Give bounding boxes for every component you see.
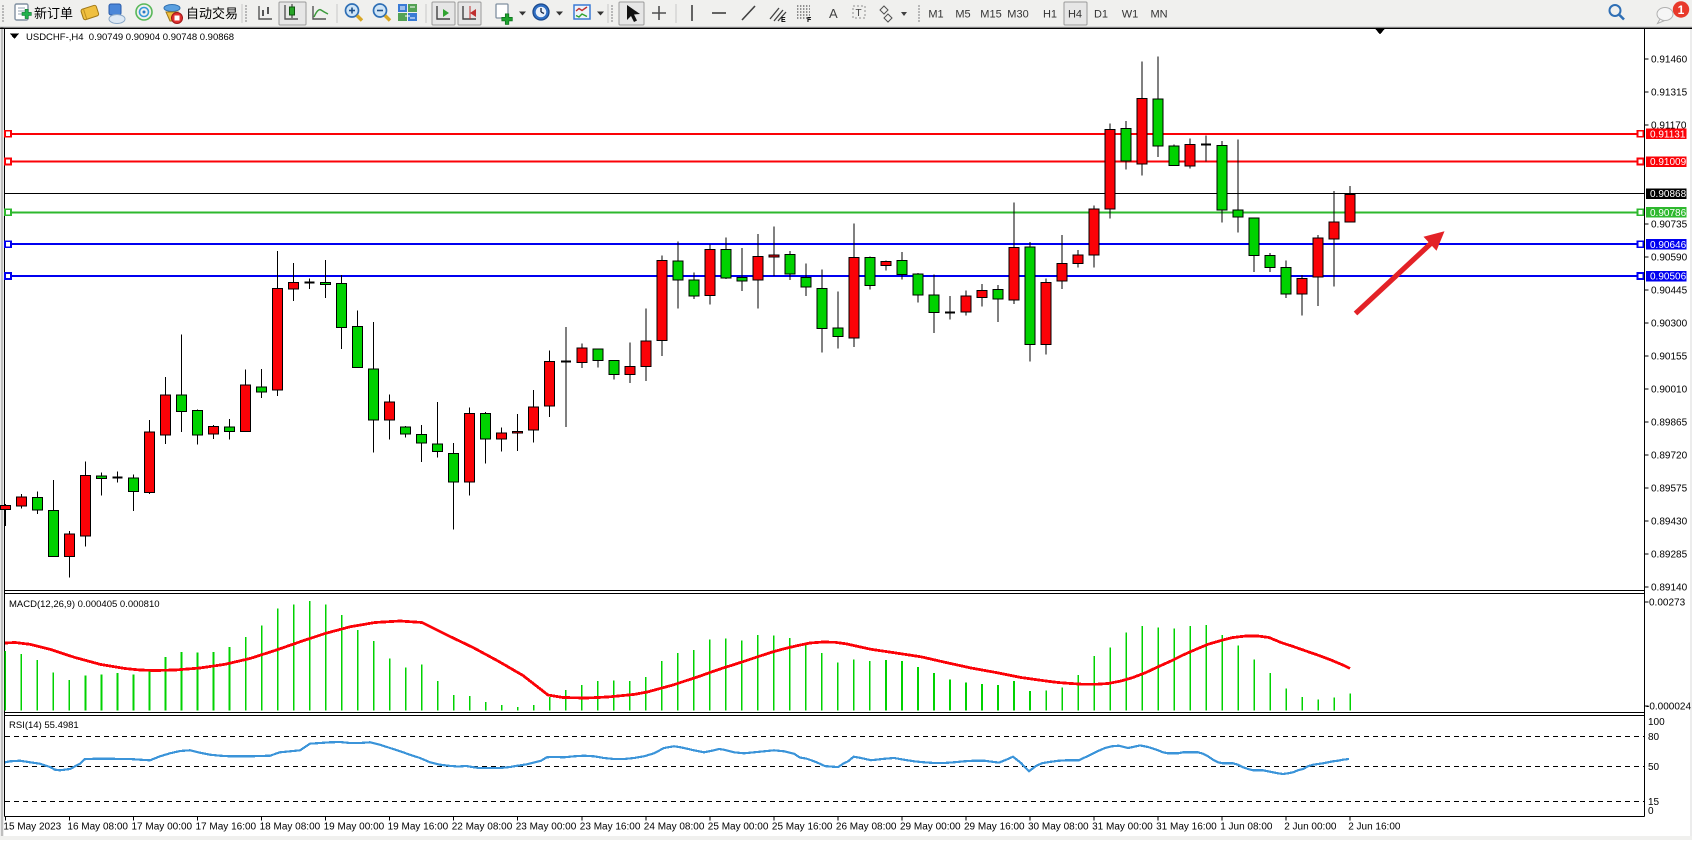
svg-text:25 May 16:00: 25 May 16:00 bbox=[772, 822, 833, 833]
svg-text:M5: M5 bbox=[955, 9, 970, 21]
svg-text:19 May 16:00: 19 May 16:00 bbox=[388, 822, 449, 833]
svg-text:25 May 00:00: 25 May 00:00 bbox=[708, 822, 769, 833]
svg-text:0.89865: 0.89865 bbox=[1651, 417, 1688, 428]
svg-text:0.90646: 0.90646 bbox=[1650, 240, 1687, 251]
svg-text:17 May 16:00: 17 May 16:00 bbox=[196, 822, 257, 833]
svg-text:0.90506: 0.90506 bbox=[1650, 272, 1687, 283]
svg-text:E: E bbox=[781, 17, 786, 24]
svg-text:0.90010: 0.90010 bbox=[1651, 384, 1688, 395]
svg-text:RSI(14) 55.4981: RSI(14) 55.4981 bbox=[9, 720, 79, 731]
svg-text:0.89720: 0.89720 bbox=[1651, 450, 1688, 461]
svg-text:0.89140: 0.89140 bbox=[1651, 582, 1688, 593]
svg-text:MACD(12,26,9) 0.000405 0.00081: MACD(12,26,9) 0.000405 0.000810 bbox=[9, 599, 160, 610]
svg-text:M1: M1 bbox=[928, 9, 943, 21]
svg-text:0.91009: 0.91009 bbox=[1650, 157, 1687, 168]
svg-text:31 May 00:00: 31 May 00:00 bbox=[1092, 822, 1153, 833]
svg-text:A: A bbox=[829, 6, 838, 21]
svg-text:0.91315: 0.91315 bbox=[1651, 87, 1688, 98]
svg-text:26 May 08:00: 26 May 08:00 bbox=[836, 822, 897, 833]
svg-text:W1: W1 bbox=[1122, 9, 1139, 21]
svg-text:0.90735: 0.90735 bbox=[1651, 219, 1688, 230]
svg-text:0.89430: 0.89430 bbox=[1651, 516, 1688, 527]
svg-text:15 May 2023: 15 May 2023 bbox=[3, 822, 61, 833]
svg-text:F: F bbox=[807, 17, 812, 24]
svg-text:24 May 08:00: 24 May 08:00 bbox=[644, 822, 705, 833]
svg-text:0.91460: 0.91460 bbox=[1651, 54, 1688, 65]
svg-text:0.91131: 0.91131 bbox=[1650, 129, 1686, 140]
svg-text:30 May 08:00: 30 May 08:00 bbox=[1028, 822, 1089, 833]
svg-text:29 May 00:00: 29 May 00:00 bbox=[900, 822, 961, 833]
svg-text:-0.000024: -0.000024 bbox=[1646, 702, 1691, 713]
svg-text:0.90300: 0.90300 bbox=[1651, 318, 1688, 329]
svg-text:H1: H1 bbox=[1043, 9, 1057, 21]
svg-text:H4: H4 bbox=[1068, 9, 1082, 21]
svg-text:18 May 08:00: 18 May 08:00 bbox=[260, 822, 321, 833]
svg-text:0.90868: 0.90868 bbox=[1650, 189, 1687, 200]
svg-text:0.90155: 0.90155 bbox=[1651, 351, 1688, 362]
svg-text:0.89285: 0.89285 bbox=[1651, 549, 1688, 560]
svg-text:M30: M30 bbox=[1007, 9, 1028, 21]
svg-text:50: 50 bbox=[1648, 762, 1660, 773]
svg-text:100: 100 bbox=[1648, 717, 1665, 728]
svg-text:0.91170: 0.91170 bbox=[1651, 120, 1687, 131]
svg-text:0.90445: 0.90445 bbox=[1651, 285, 1688, 296]
svg-text:15: 15 bbox=[1648, 797, 1660, 808]
svg-text:T: T bbox=[856, 8, 862, 19]
svg-text:19 May 00:00: 19 May 00:00 bbox=[324, 822, 385, 833]
svg-text:MN: MN bbox=[1150, 9, 1167, 21]
svg-text:31 May 16:00: 31 May 16:00 bbox=[1156, 822, 1217, 833]
svg-text:D1: D1 bbox=[1094, 9, 1108, 21]
svg-text:2 Jun 00:00: 2 Jun 00:00 bbox=[1284, 822, 1337, 833]
svg-text:16 May 08:00: 16 May 08:00 bbox=[67, 822, 128, 833]
svg-text:29 May 16:00: 29 May 16:00 bbox=[964, 822, 1025, 833]
svg-text:新订单: 新订单 bbox=[34, 6, 73, 21]
svg-text:0.00273: 0.00273 bbox=[1649, 598, 1686, 609]
svg-text:80: 80 bbox=[1648, 732, 1660, 743]
svg-text:23 May 00:00: 23 May 00:00 bbox=[516, 822, 577, 833]
svg-text:2 Jun 16:00: 2 Jun 16:00 bbox=[1348, 822, 1401, 833]
svg-text:自动交易: 自动交易 bbox=[186, 6, 238, 21]
svg-text:1 Jun 08:00: 1 Jun 08:00 bbox=[1220, 822, 1273, 833]
svg-text:0.90590: 0.90590 bbox=[1651, 252, 1688, 263]
svg-text:USDCHF-,H4 0.90749 0.90904 0.: USDCHF-,H4 0.90749 0.90904 0.90748 0.908… bbox=[26, 32, 234, 43]
svg-text:0.89575: 0.89575 bbox=[1651, 483, 1688, 494]
svg-text:23 May 16:00: 23 May 16:00 bbox=[580, 822, 641, 833]
svg-text:M15: M15 bbox=[980, 9, 1001, 21]
svg-text:17 May 00:00: 17 May 00:00 bbox=[132, 822, 193, 833]
svg-text:0.90786: 0.90786 bbox=[1650, 208, 1687, 219]
svg-text:1: 1 bbox=[1678, 3, 1685, 17]
svg-text:22 May 08:00: 22 May 08:00 bbox=[452, 822, 513, 833]
svg-text:0: 0 bbox=[1648, 806, 1654, 817]
